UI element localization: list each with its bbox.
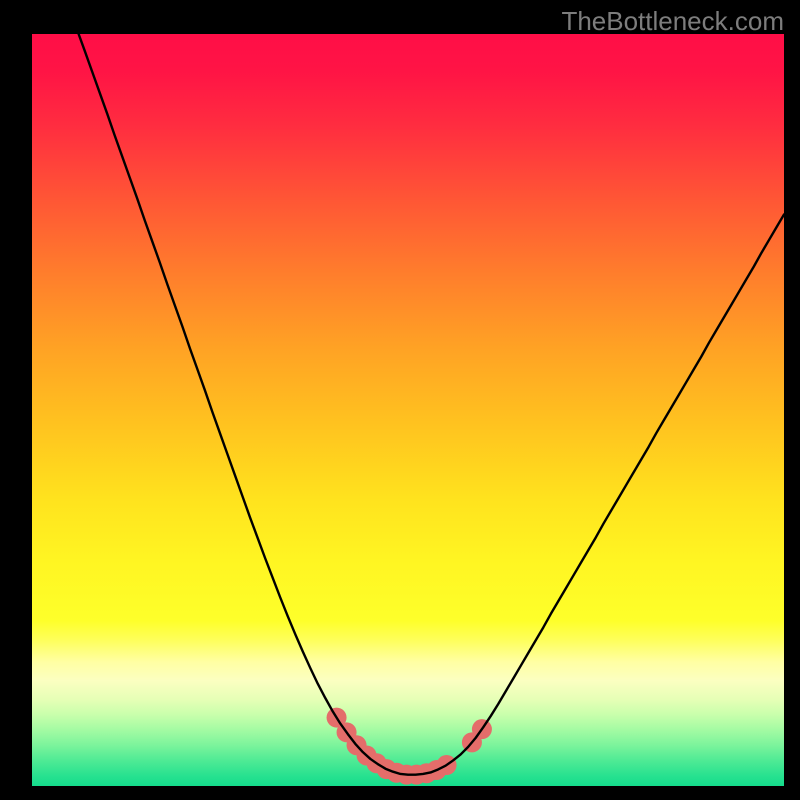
- plot-area: [32, 34, 784, 786]
- plot-svg: [32, 34, 784, 786]
- watermark-text: TheBottleneck.com: [561, 6, 784, 37]
